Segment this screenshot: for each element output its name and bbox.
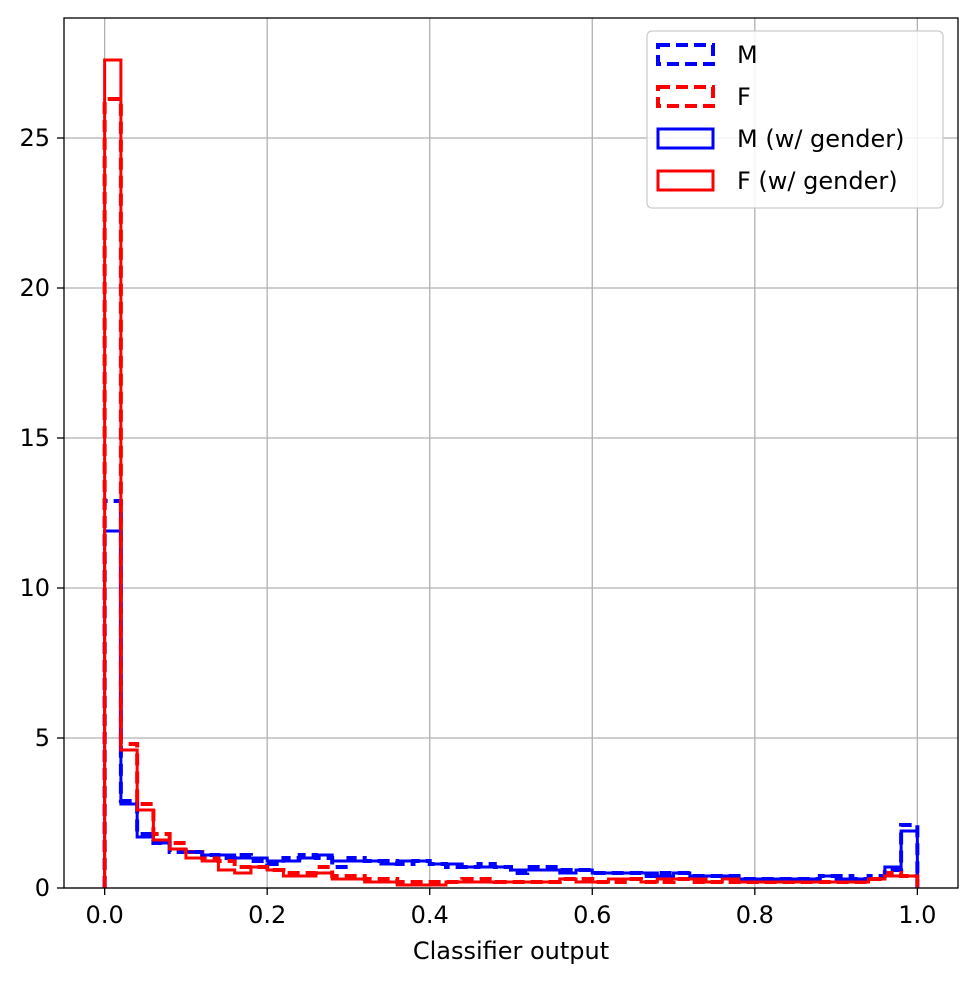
y-tick-label: 10 <box>19 574 50 602</box>
x-tick-label: 0.8 <box>736 901 774 929</box>
series-layer <box>102 58 920 888</box>
legend-label: M <box>737 41 758 69</box>
x-tick-label: 0.2 <box>248 901 286 929</box>
legend-box <box>646 30 944 209</box>
legend-label: M (w/ gender) <box>737 125 904 153</box>
legend-swatch <box>656 127 715 150</box>
y-tick-label: 20 <box>19 274 50 302</box>
x-tick-label: 0.4 <box>411 901 449 929</box>
legend-swatch <box>656 43 715 66</box>
y-tick-label: 0 <box>35 874 50 902</box>
legend-label: F (w/ gender) <box>737 167 898 195</box>
x-axis-label: Classifier output <box>413 937 609 965</box>
grid-layer <box>64 18 958 889</box>
legend: MF M (w/ gender) F (w/ gender) <box>646 30 944 209</box>
legend-swatch <box>656 169 715 192</box>
y-tick-label: 5 <box>35 724 50 752</box>
legend-label: F <box>737 83 751 111</box>
y-tick-label: 15 <box>19 424 50 452</box>
plot-frame <box>63 17 959 889</box>
tick-layer: 0.0 0.2 0.4 0.6 0.8 1.0 0 5 10 15 20 25 <box>19 124 936 929</box>
x-tick-label: 1.0 <box>898 901 936 929</box>
histogram-series-2 <box>103 529 919 888</box>
x-tick-label: 0.6 <box>573 901 611 929</box>
x-tick-label: 0.0 <box>86 901 124 929</box>
y-tick-label: 25 <box>19 124 50 152</box>
legend-swatch <box>656 85 715 108</box>
histogram-series-3 <box>103 58 919 888</box>
